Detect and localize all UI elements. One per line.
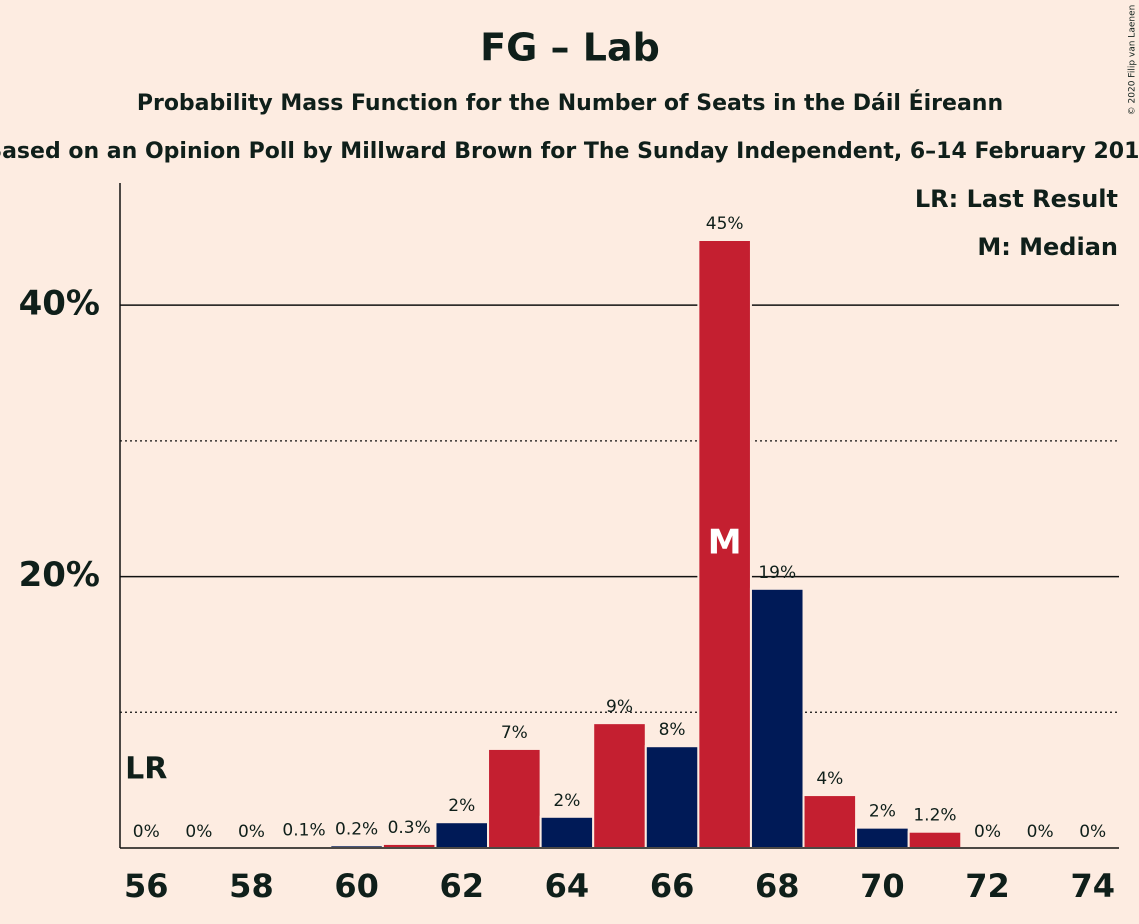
x-tick-label: 70: [860, 867, 905, 905]
value-label: 9%: [606, 697, 633, 717]
x-tick-label: 72: [965, 867, 1010, 905]
bar: [434, 821, 490, 850]
value-label: 4%: [816, 769, 843, 789]
x-tick-label: 74: [1070, 867, 1115, 905]
value-label: 0%: [238, 822, 265, 842]
bar: [749, 587, 805, 849]
copyright: © 2020 Filip van Laenen: [1128, 5, 1138, 116]
value-label: 0%: [185, 822, 212, 842]
x-tick-label: 68: [755, 867, 800, 905]
chart-subtitle: Based on an Opinion Poll by Millward Bro…: [0, 139, 1139, 164]
x-tick-label: 56: [124, 867, 169, 905]
value-label: 0%: [133, 822, 160, 842]
value-label: 2%: [553, 791, 580, 811]
bar: [697, 239, 752, 849]
chart-subtitle: Probability Mass Function for the Number…: [137, 90, 1003, 116]
bar: [592, 722, 647, 850]
x-tick-label: 66: [650, 867, 695, 905]
value-label: 0%: [1079, 822, 1106, 842]
legend-entry: LR: Last Result: [915, 185, 1118, 213]
y-tick-label: 20%: [19, 555, 100, 595]
last-result-label: LR: [125, 752, 167, 787]
x-tick-label: 58: [229, 867, 274, 905]
x-tick-label: 62: [439, 867, 484, 905]
bar: [907, 830, 963, 850]
value-label: 2%: [448, 796, 475, 816]
chart-title: FG – Lab: [480, 26, 660, 70]
bar: [802, 794, 858, 849]
legend-entry: M: Median: [977, 233, 1118, 261]
bar: [855, 826, 910, 850]
value-label: 2%: [869, 802, 896, 822]
value-label: 0.3%: [388, 818, 431, 838]
value-label: 8%: [659, 720, 686, 740]
value-label: 0%: [974, 822, 1001, 842]
value-label: 0.1%: [282, 821, 325, 841]
value-label: 0.2%: [335, 819, 378, 839]
value-label: 45%: [706, 214, 744, 234]
value-label: 19%: [758, 563, 796, 583]
x-tick-label: 60: [334, 867, 379, 905]
bar: [644, 745, 700, 850]
x-tick-label: 64: [545, 867, 590, 905]
value-label: 0%: [1027, 822, 1054, 842]
bar: [539, 815, 595, 849]
bar: [487, 747, 542, 850]
y-tick-label: 40%: [19, 284, 100, 324]
value-label: 7%: [501, 723, 528, 743]
median-label: M: [708, 523, 742, 563]
value-label: 1.2%: [913, 806, 956, 826]
